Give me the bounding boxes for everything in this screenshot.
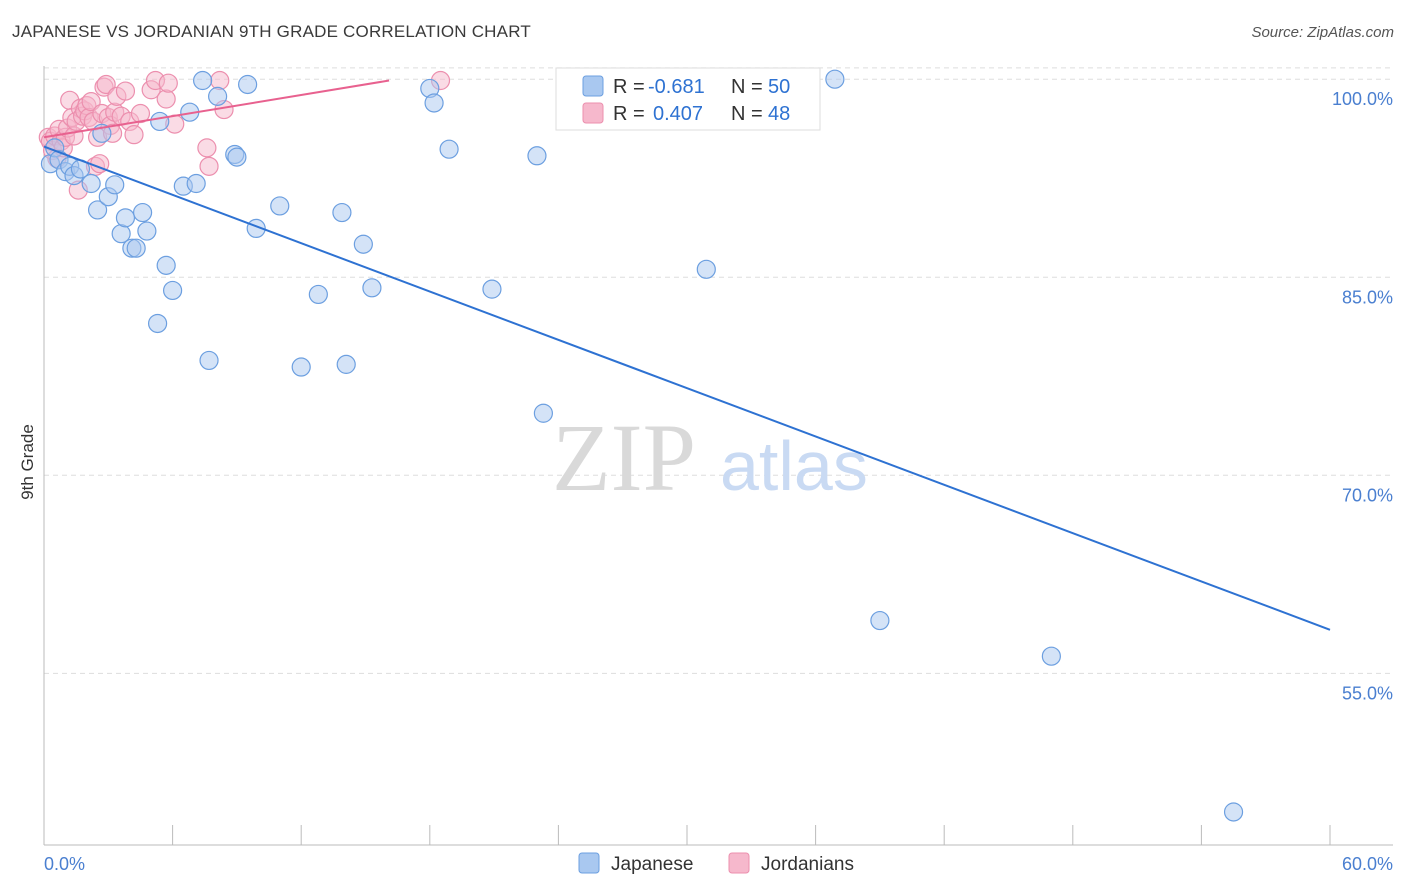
jordanians-point	[124, 125, 144, 145]
correlation-legend: R = -0.681 N = 50 R = 0.407 N = 48	[555, 67, 821, 131]
y-tick-label: 70.0%	[1342, 485, 1393, 505]
series-swatch-jordanians	[728, 852, 750, 874]
japanese-points	[40, 69, 1244, 822]
japanese-point	[696, 259, 716, 279]
jordanians-point	[197, 138, 217, 158]
y-axis-title: 9th Grade	[18, 424, 37, 500]
jordanians-point	[96, 74, 116, 95]
legend-r-label-japanese: R =	[613, 76, 645, 98]
jordanians-point	[130, 103, 151, 124]
japanese-point	[353, 234, 373, 254]
japanese-trend-line	[43, 145, 1331, 631]
japanese-point	[156, 255, 176, 275]
japanese-point	[186, 173, 206, 194]
japanese-point	[199, 350, 219, 371]
japanese-point	[825, 69, 845, 89]
legend-n-label-jordanians: N =	[731, 103, 763, 125]
japanese-point	[81, 173, 101, 194]
series-legend: Japanese Jordanians	[578, 852, 854, 875]
japanese-point	[1041, 646, 1061, 666]
jordanians-point	[158, 73, 178, 93]
japanese-point	[126, 238, 146, 258]
source-label: Source: ZipAtlas.com	[1251, 24, 1394, 41]
legend-swatch-jordanians	[582, 102, 604, 124]
jordanians-point	[115, 81, 136, 101]
jordanians-point	[156, 89, 176, 109]
series-swatch-japanese	[578, 852, 600, 874]
japanese-point	[362, 278, 382, 298]
japanese-point	[482, 279, 502, 299]
watermark: ZIP atlas	[552, 404, 868, 511]
chart-title: JAPANESE VS JORDANIAN 9TH GRADE CORRELAT…	[12, 22, 531, 41]
japanese-point	[533, 403, 553, 423]
jordanians-trend-line	[43, 79, 390, 139]
series-label-japanese: Japanese	[611, 854, 693, 875]
japanese-point	[150, 111, 170, 132]
jordanians-point	[81, 92, 101, 112]
japanese-point	[227, 147, 247, 167]
japanese-point	[115, 208, 136, 228]
legend-r-value-japanese: -0.681	[648, 76, 705, 98]
legend-n-label-japanese: N =	[731, 76, 763, 98]
legend-r-label-jordanians: R =	[613, 103, 645, 125]
japanese-point	[163, 280, 183, 301]
japanese-point	[270, 196, 290, 216]
japanese-point	[439, 139, 459, 159]
japanese-point	[193, 70, 213, 91]
y-tick-label: 100.0%	[1332, 89, 1393, 109]
japanese-point	[870, 610, 890, 631]
japanese-point	[332, 202, 352, 223]
japanese-point	[105, 175, 125, 195]
x-tick-labels: 0.0% 60.0%	[44, 854, 1393, 874]
japanese-point	[424, 93, 444, 113]
legend-r-value-jordanians: 0.407	[653, 103, 703, 125]
y-tick-label: 85.0%	[1342, 287, 1393, 307]
jordanians-point	[199, 156, 219, 176]
japanese-point	[527, 146, 547, 166]
series-label-jordanians: Jordanians	[761, 854, 854, 875]
legend-n-value-japanese: 50	[768, 76, 790, 98]
legend-swatch-japanese	[582, 75, 604, 97]
watermark-zip: ZIP	[552, 404, 696, 511]
x-tick-label: 60.0%	[1342, 854, 1393, 874]
japanese-point	[336, 354, 356, 374]
watermark-atlas: atlas	[720, 427, 868, 505]
japanese-point	[87, 200, 108, 220]
y-tick-label: 55.0%	[1342, 683, 1393, 703]
japanese-point	[1223, 802, 1244, 822]
x-tick-label: 0.0%	[44, 854, 85, 874]
japanese-point	[238, 74, 258, 95]
legend-n-value-jordanians: 48	[768, 103, 790, 125]
japanese-point	[208, 86, 228, 106]
y-tick-labels: 55.0% 70.0% 85.0% 100.0%	[1332, 89, 1393, 703]
japanese-point	[147, 313, 168, 334]
axes	[43, 66, 1393, 846]
trend-lines	[43, 79, 1331, 631]
japanese-point	[132, 202, 153, 223]
japanese-point	[308, 284, 328, 305]
jordanians-point	[210, 70, 230, 91]
japanese-point	[291, 357, 311, 377]
japanese-point	[137, 221, 157, 241]
